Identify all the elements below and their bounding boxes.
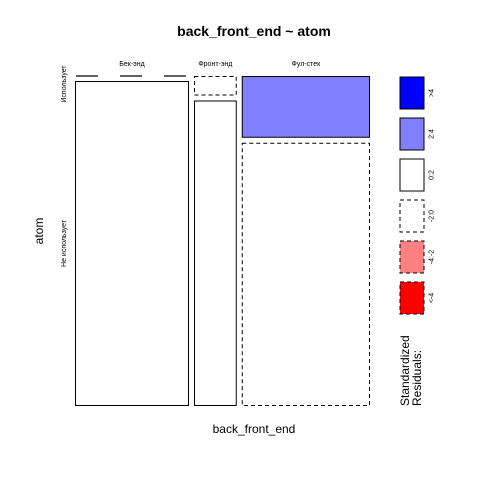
cell-фронт-энд-не-использует bbox=[194, 100, 237, 406]
x-tick-фул-стек: Фул-стек bbox=[292, 61, 322, 68]
chart-title: back_front_end ~ atom bbox=[177, 23, 331, 39]
legend-label-5: -4:-2 bbox=[429, 250, 436, 265]
legend-swatch-4 bbox=[399, 199, 425, 233]
legend-label-2: 2:4 bbox=[429, 129, 436, 139]
legend-label-1: >4 bbox=[429, 89, 436, 97]
legend-swatch-6 bbox=[399, 281, 425, 315]
x-axis-label: back_front_end bbox=[213, 422, 296, 436]
y-tick-labels: Использует Не использует bbox=[61, 65, 68, 267]
cell-бек-энд-не-использует bbox=[75, 81, 189, 406]
x-tick-бек-энд: Бек-энд bbox=[119, 61, 144, 68]
legend-swatch-1 bbox=[399, 76, 425, 110]
cell-фронт-энд-использует bbox=[194, 76, 237, 96]
legend: >4 2:4 0:2 -2:0 -4:-2 <-4 StandardizedResidual… bbox=[398, 76, 436, 406]
legend-label-4: -2:0 bbox=[429, 210, 436, 222]
mosaic-cells bbox=[75, 75, 370, 406]
legend-title-line-1: Standardized bbox=[398, 335, 412, 406]
y-tick-не-использует: Не использует bbox=[61, 219, 68, 267]
cell-фул-стек-не-использует bbox=[241, 142, 370, 406]
x-tick-фронт-энд: Фронт-энд bbox=[198, 61, 232, 68]
legend-label-6: <-4 bbox=[429, 293, 436, 303]
y-axis-label: atom bbox=[32, 218, 46, 245]
y-tick-использует: Использует bbox=[61, 65, 68, 103]
x-tick-labels: Бек-энд Фронт-энд Фул-стек bbox=[119, 61, 321, 68]
legend-swatch-2 bbox=[399, 117, 425, 151]
legend-title-line-2: Residuals: bbox=[410, 350, 424, 406]
legend-swatch-5 bbox=[399, 240, 425, 274]
cell-фул-стек-использует bbox=[241, 76, 370, 138]
legend-swatch-3 bbox=[399, 158, 425, 192]
legend-label-3: 0:2 bbox=[429, 170, 436, 180]
